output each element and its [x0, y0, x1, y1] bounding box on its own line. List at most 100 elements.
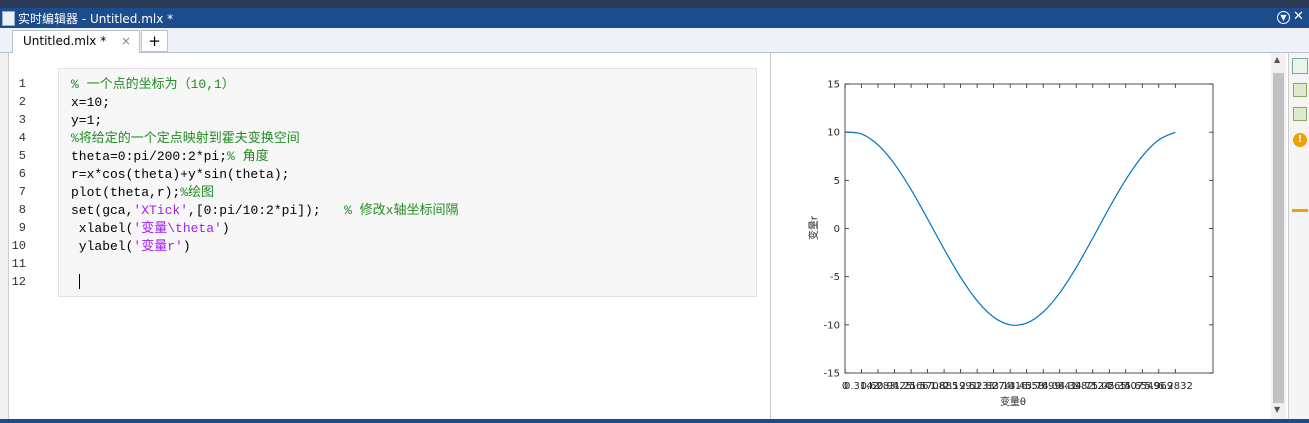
- x-tick-label: 2.5133: [960, 381, 995, 392]
- tab-close[interactable]: ×: [121, 34, 132, 48]
- output-inline-button[interactable]: [1293, 83, 1307, 97]
- x-tick-label: 3.1416: [993, 381, 1028, 392]
- app-icon: [2, 11, 15, 26]
- code-line: % 一个点的坐标为（10,1）: [71, 76, 235, 94]
- code-token: xlabel(: [71, 221, 134, 236]
- add-tab[interactable]: +: [141, 30, 168, 52]
- text-output-button[interactable]: [1293, 107, 1307, 121]
- close-window[interactable]: ✕: [1293, 9, 1304, 24]
- code-token: x=10;: [71, 95, 111, 110]
- code-line: plot(theta,r);%绘图: [71, 184, 214, 202]
- line-number: 7: [18, 185, 26, 199]
- code-token: set(gca,: [71, 203, 134, 218]
- x-tick-label: 0: [842, 381, 848, 392]
- code-token: theta=0:pi/200:2*pi;: [71, 149, 228, 164]
- line-number: 1: [18, 77, 26, 91]
- x-tick-label: 5.6549: [1125, 381, 1160, 392]
- x-axis-label: 变量θ: [1000, 395, 1026, 408]
- code-line: theta=0:pi/200:2*pi;% 角度: [71, 148, 269, 166]
- bottom-bar: [0, 419, 1309, 423]
- line-number: 3: [18, 113, 26, 127]
- code-token: '变量r': [133, 239, 183, 254]
- line-number: 12: [11, 275, 26, 289]
- code-token: % 角度: [227, 149, 269, 164]
- x-tick-label: 1.2566: [894, 381, 929, 392]
- code-token: r=x*cos(theta)+y*sin(theta);: [71, 167, 290, 182]
- x-tick-label: 3.7699: [1026, 381, 1061, 392]
- x-tick-label: 1.5708: [910, 381, 945, 392]
- x-tick-label: 2.1991: [943, 381, 978, 392]
- tab-bar: Untitled.mlx * × +: [0, 28, 1309, 53]
- code-token: ,[0:pi/10:2*pi]);: [188, 203, 345, 218]
- code-line: r=x*cos(theta)+y*sin(theta);: [71, 166, 289, 184]
- title-bar: 实时编辑器 - Untitled.mlx * ▼ ✕: [0, 8, 1309, 28]
- x-tick-label: 2.8274: [976, 381, 1011, 392]
- line-number: 6: [18, 167, 26, 181]
- y-tick-label: 15: [827, 80, 840, 91]
- divider: [770, 53, 771, 419]
- scroll-up[interactable]: ▲: [1274, 55, 1281, 64]
- code-token: plot(theta,r);: [71, 185, 181, 200]
- tab-label: Untitled.mlx *: [23, 34, 107, 48]
- window-title: 实时编辑器 - Untitled.mlx *: [18, 12, 174, 26]
- x-tick-label: 4.3982: [1059, 381, 1094, 392]
- scrollbar[interactable]: ▲ ▼: [1271, 53, 1286, 419]
- code-line: %将给定的一个定点映射到霍夫变换空间: [71, 130, 300, 148]
- code-token: %绘图: [180, 185, 215, 200]
- menu-button[interactable]: ▼: [1277, 11, 1290, 24]
- code-token: %将给定的一个定点映射到霍夫变换空间: [71, 131, 300, 146]
- code-token: '变量\theta': [133, 221, 222, 236]
- line-number: 4: [18, 131, 26, 145]
- chart: 变量θ 变量r -15-10-505101500.31420.62830.942…: [807, 80, 1214, 408]
- x-tick-label: 6.2832: [1158, 381, 1193, 392]
- code-block[interactable]: % 一个点的坐标为（10,1） x=10; y=1; %将给定的一个定点映射到霍夫变换…: [58, 68, 757, 297]
- code-line: y=1;: [71, 112, 102, 130]
- code-line: set(gca,'XTick',[0:pi/10:2*pi]); % 修改x轴坐…: [71, 202, 458, 220]
- x-tick-label: 4.7124: [1075, 381, 1110, 392]
- y-tick-label: 0: [834, 224, 840, 235]
- axes-box: [844, 83, 1214, 374]
- y-tick-label: -15: [824, 369, 840, 380]
- y-tick-label: 10: [827, 128, 840, 139]
- x-tick-label: 5.0265: [1092, 381, 1127, 392]
- x-tick-label: 0.3142: [844, 381, 879, 392]
- line-number: 2: [18, 95, 26, 109]
- x-tick-label: 0.9425: [877, 381, 912, 392]
- code-token: % 一个点的坐标为（10,1）: [71, 77, 235, 92]
- address-strip: [0, 0, 1309, 8]
- side-toolbar: !: [1288, 53, 1309, 419]
- marker: [1292, 209, 1308, 212]
- code-token: ): [221, 221, 230, 236]
- y-tick-label: 5: [834, 176, 840, 187]
- left-gutter: [0, 53, 9, 419]
- warning-icon[interactable]: !: [1293, 133, 1307, 147]
- x-tick-label: 1.885: [930, 381, 959, 392]
- data-line: [844, 131, 1176, 326]
- scroll-down[interactable]: ▼: [1274, 405, 1281, 414]
- output-right-button[interactable]: [1292, 58, 1308, 74]
- line-number: 10: [11, 239, 26, 253]
- code-line: ylabel('变量r'): [71, 238, 191, 256]
- code-token: ): [182, 239, 191, 254]
- scroll-thumb[interactable]: [1273, 73, 1284, 403]
- code-line: x=10;: [71, 94, 110, 112]
- line-number: 11: [11, 257, 26, 271]
- y-axis-label: 变量r: [807, 215, 820, 240]
- tab[interactable]: Untitled.mlx * ×: [12, 30, 140, 53]
- code-token: % 修改x轴坐标间隔: [344, 203, 459, 218]
- caret: [79, 274, 80, 289]
- y-tick-label: -10: [824, 320, 840, 331]
- code-token: y=1;: [71, 113, 103, 128]
- x-tick-label: 5.969: [1144, 381, 1173, 392]
- code-token: ylabel(: [71, 239, 134, 254]
- y-tick-label: -5: [830, 272, 840, 283]
- x-tick-label: 0.6283: [861, 381, 896, 392]
- x-tick-label: 5.3407: [1108, 381, 1143, 392]
- x-tick-label: 4.0841: [1042, 381, 1077, 392]
- code-token: 'XTick': [133, 203, 189, 218]
- line-number: 5: [18, 149, 26, 163]
- code-line: xlabel('变量\theta'): [71, 220, 230, 238]
- line-number: 8: [18, 203, 26, 217]
- line-number: 9: [18, 221, 26, 235]
